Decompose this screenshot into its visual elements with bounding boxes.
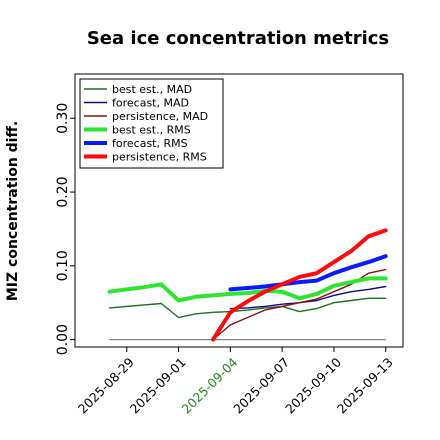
y-tick-label: 0.00	[55, 324, 71, 355]
legend-entry: persistence, MAD	[112, 110, 208, 123]
chart-title: Sea ice concentration metrics	[87, 28, 389, 49]
x-tick-label: 2025-09-13	[334, 355, 396, 417]
series-layer	[107, 228, 388, 342]
series-line-4	[107, 276, 388, 303]
y-tick-label: 0.10	[55, 250, 71, 281]
y-axis-label: MIZ concentration diff.	[5, 121, 21, 301]
legend-entry: best est., RMS	[112, 124, 191, 137]
y-tick-label: 0.20	[55, 176, 71, 207]
legend-frame	[79, 78, 224, 169]
series-line-1	[108, 297, 387, 319]
legend-entry: forecast, MAD	[112, 97, 189, 110]
series-line-2	[229, 285, 387, 310]
legend-entry: persistence, RMS	[112, 151, 207, 164]
plot-frame	[74, 73, 404, 348]
y-tick-label: 0.30	[55, 103, 71, 134]
legend-entry: forecast, RMS	[112, 137, 188, 150]
series-line-6	[211, 228, 388, 342]
legend-entry: best est., MAD	[112, 83, 192, 96]
series-line-5	[228, 254, 388, 292]
